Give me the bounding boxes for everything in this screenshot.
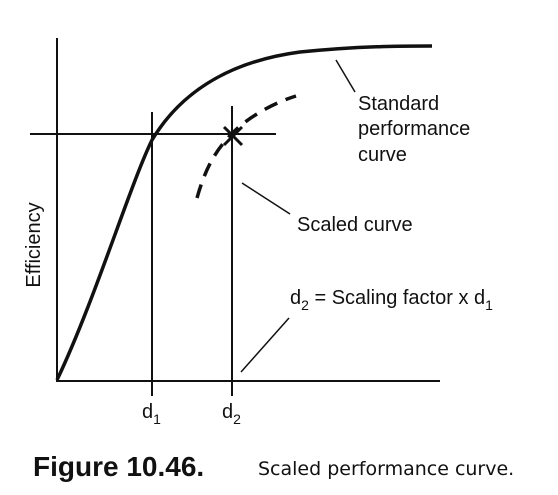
marker-main: d: [222, 401, 233, 423]
scaled-label: Scaled curve: [297, 214, 413, 236]
scaled-curve: [195, 94, 297, 199]
eq-middle: = Scaling factor x d: [309, 287, 485, 309]
leader-scaled: [241, 182, 291, 215]
eq-rhs-sub: 1: [485, 297, 493, 313]
leader-equation: [240, 317, 290, 373]
marker-sub: 2: [233, 411, 241, 427]
y-axis-label: Efficiency: [23, 202, 45, 287]
standard-curve: [55, 44, 433, 381]
leader-standard: [335, 59, 356, 93]
standard-label-line: performance: [358, 118, 470, 140]
caption-text: Scaled performance curve.: [258, 458, 514, 480]
eq-lhs-sub: 2: [301, 297, 309, 313]
standard-label-line: Standard: [358, 93, 439, 115]
cross-marker: [222, 125, 244, 147]
marker-label: d1: [142, 401, 161, 427]
marker-label: d2: [222, 401, 241, 427]
caption-label: Figure 10.46.: [33, 451, 204, 482]
marker-main: d: [142, 401, 153, 423]
eq-lhs: d: [290, 287, 301, 309]
marker-sub: 1: [153, 411, 161, 427]
standard-label-line: curve: [358, 144, 407, 166]
equation: d2 = Scaling factor x d1: [290, 287, 493, 313]
